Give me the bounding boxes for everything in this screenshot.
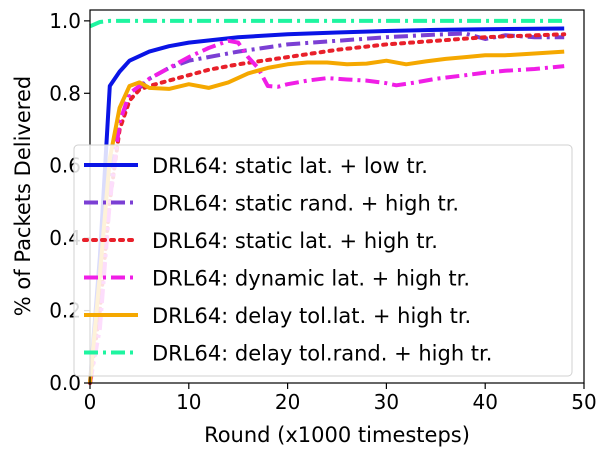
y-axis-label: % of Packets Delivered [11,76,35,316]
y-axis-ticks: 0.00.20.40.60.81.0 [49,9,90,395]
x-tick-label: 50 [571,390,596,414]
x-tick-label: 10 [176,390,201,414]
legend-label-3: DRL64: static lat. + high tr. [152,229,438,253]
legend-label-1: DRL64: static lat. + low tr. [152,154,428,178]
legend-box [73,144,573,377]
legend: DRL64: static lat. + low tr. DRL64: stati… [73,144,573,377]
legend-items: DRL64: static lat. + low tr. DRL64: stati… [82,154,492,366]
x-tick-label: 0 [84,390,97,414]
x-tick-label: 30 [374,390,399,414]
y-tick-label: 1.0 [49,9,81,33]
legend-label-5: DRL64: delay tol.lat. + high tr. [152,304,471,328]
y-tick-label: 0.8 [49,81,81,105]
x-tick-label: 20 [275,390,300,414]
legend-label-2: DRL64: static rand. + high tr. [152,192,459,216]
x-axis-ticks: 0 10 20 30 40 50 [84,383,597,414]
series-line-1 [88,26,565,384]
series-line-5 [88,49,565,384]
series-line-6 [89,18,565,29]
x-tick-label: 40 [472,390,497,414]
legend-label-6: DRL64: delay tol.rand. + high tr. [152,342,492,366]
x-axis-label: Round (x1000 timesteps) [204,423,470,447]
legend-label-4: DRL64: dynamic lat. + high tr. [152,267,470,291]
plot-lines [88,18,567,385]
